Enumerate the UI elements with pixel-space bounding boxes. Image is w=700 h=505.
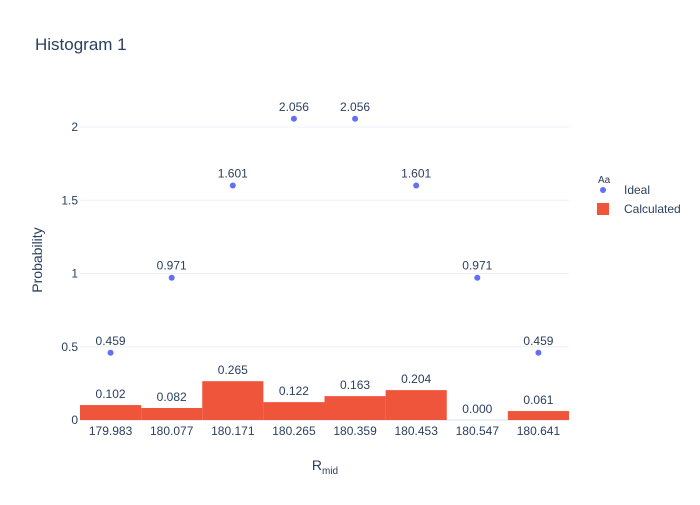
calculated-bar[interactable] bbox=[80, 405, 142, 420]
x-axis-title: Rmid bbox=[312, 457, 338, 477]
ideal-value-label: 0.459 bbox=[96, 334, 126, 348]
x-tick-label: 180.077 bbox=[150, 424, 194, 438]
calculated-value-label: 0.122 bbox=[279, 384, 309, 398]
calculated-bar[interactable] bbox=[263, 402, 325, 420]
x-tick-label: 180.453 bbox=[394, 424, 438, 438]
legend-ideal-marker bbox=[600, 187, 606, 193]
y-axis-title: Probability bbox=[29, 227, 45, 292]
calculated-value-label: 0.102 bbox=[96, 387, 126, 401]
ideal-value-label: 2.056 bbox=[279, 100, 309, 114]
ideal-value-label: 1.601 bbox=[401, 166, 431, 180]
calculated-bar[interactable] bbox=[202, 381, 264, 420]
points-layer bbox=[107, 115, 542, 356]
ideal-point[interactable] bbox=[168, 274, 175, 281]
calculated-bar[interactable] bbox=[324, 396, 386, 420]
ideal-value-label: 2.056 bbox=[340, 100, 370, 114]
y-tick-label: 0 bbox=[71, 413, 78, 427]
calculated-bar[interactable] bbox=[507, 411, 569, 420]
legend-item-ideal[interactable]: Ideal bbox=[600, 183, 650, 197]
x-tick-label: 179.983 bbox=[89, 424, 133, 438]
x-tick-label: 180.265 bbox=[272, 424, 316, 438]
y-tick-label: 1 bbox=[71, 267, 78, 281]
calculated-bar[interactable] bbox=[385, 390, 447, 420]
ideal-value-label: 0.971 bbox=[462, 259, 492, 273]
ideal-value-label: 0.971 bbox=[157, 259, 187, 273]
y-tick-label: 1.5 bbox=[61, 193, 78, 207]
legend-title: Aa bbox=[598, 175, 611, 186]
legend: Aa Ideal Calculated bbox=[597, 175, 681, 216]
ideal-point[interactable] bbox=[229, 182, 236, 189]
chart-title: Histogram 1 bbox=[35, 35, 127, 54]
calculated-value-label: 0.082 bbox=[157, 390, 187, 404]
x-tick-label: 180.171 bbox=[211, 424, 255, 438]
y-tick-labels: 0 0.5 1 1.5 2 bbox=[61, 120, 78, 427]
legend-calculated-label: Calculated bbox=[624, 202, 681, 216]
x-tick-label: 180.641 bbox=[517, 424, 561, 438]
x-axis-title-subscript: mid bbox=[322, 466, 338, 477]
legend-item-calculated[interactable]: Calculated bbox=[597, 202, 681, 216]
calculated-value-label: 0.000 bbox=[462, 402, 492, 416]
x-axis-title-main: R bbox=[312, 457, 322, 473]
legend-calculated-marker bbox=[597, 203, 609, 215]
calculated-value-label: 0.204 bbox=[401, 372, 431, 386]
calculated-value-label: 0.265 bbox=[218, 363, 248, 377]
x-tick-label: 180.359 bbox=[333, 424, 377, 438]
calculated-bar[interactable] bbox=[141, 407, 203, 420]
ideal-point[interactable] bbox=[413, 182, 420, 189]
bars-layer bbox=[80, 381, 569, 420]
grid-layer bbox=[80, 126, 569, 421]
x-tick-labels: 179.983 180.077 180.171 180.265 180.359 180.4… bbox=[89, 424, 561, 438]
ideal-value-label: 0.459 bbox=[523, 334, 553, 348]
calculated-value-label: 0.061 bbox=[523, 393, 553, 407]
x-tick-label: 180.547 bbox=[456, 424, 500, 438]
ideal-point[interactable] bbox=[352, 115, 359, 122]
legend-ideal-label: Ideal bbox=[624, 183, 650, 197]
ideal-point[interactable] bbox=[290, 115, 297, 122]
data-labels-layer: 0.102 0.082 0.265 0.122 0.163 0.204 0.000 0.061… bbox=[96, 100, 554, 416]
ideal-point[interactable] bbox=[107, 349, 114, 356]
y-tick-label: 2 bbox=[71, 120, 78, 134]
ideal-point[interactable] bbox=[535, 349, 542, 356]
y-tick-label: 0.5 bbox=[61, 340, 78, 354]
ideal-value-label: 1.601 bbox=[218, 166, 248, 180]
ideal-point[interactable] bbox=[474, 274, 481, 281]
calculated-value-label: 0.163 bbox=[340, 378, 370, 392]
